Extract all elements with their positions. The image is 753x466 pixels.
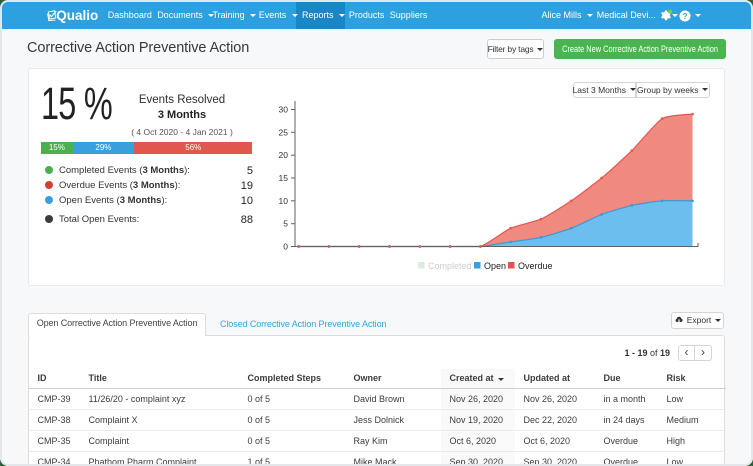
svg-text:20: 20 — [279, 150, 289, 160]
svg-text:30: 30 — [279, 105, 289, 115]
svg-text:25: 25 — [279, 127, 289, 137]
svg-text:5: 5 — [283, 219, 288, 229]
svg-text:0: 0 — [283, 242, 288, 252]
svg-text:15: 15 — [279, 173, 289, 183]
svg-text:Open: Open — [484, 261, 506, 271]
svg-text:?: ? — [682, 11, 687, 20]
svg-text:Overdue: Overdue — [518, 261, 553, 271]
svg-text:10: 10 — [279, 196, 289, 206]
svg-text:Completed: Completed — [428, 261, 472, 271]
